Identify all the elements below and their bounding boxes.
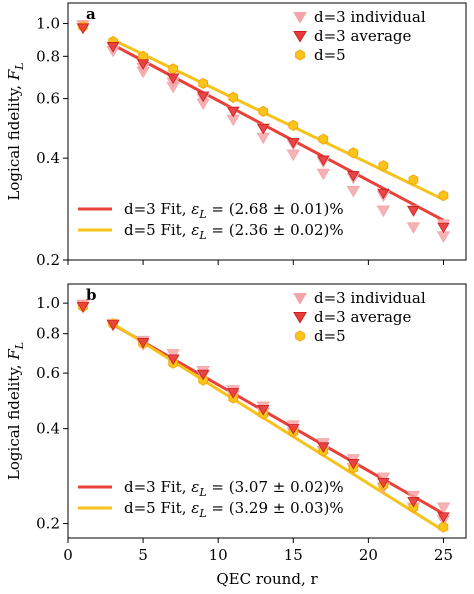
- fit-legend: d=3 Fit, εL = (2.68 ± 0.01)%d=5 Fit, εL …: [78, 200, 344, 242]
- point-d5: [228, 91, 239, 103]
- point-d3-average: [106, 320, 120, 331]
- legend-marker-average: [293, 31, 307, 43]
- panel-label: b: [86, 286, 97, 304]
- point-d5: [438, 521, 449, 533]
- point-d3-individual: [376, 205, 391, 218]
- point-d3-average: [377, 188, 390, 200]
- legend-label-d5: d=5: [314, 327, 346, 345]
- y-axis-label: Logical fidelity, FL: [5, 342, 26, 480]
- axes-frame: [67, 2, 467, 261]
- y-tick-label: 0.8: [36, 47, 60, 65]
- legend-marker-average: [293, 312, 307, 324]
- y-tick-label: 1.0: [36, 294, 60, 312]
- fit-line-d5: [112, 38, 445, 201]
- point-d5: [198, 77, 208, 90]
- point-d3-average: [257, 404, 270, 416]
- point-d3-average: [196, 369, 210, 381]
- y-tick-label: 0.4: [36, 420, 60, 438]
- x-tick-label: 25: [434, 546, 453, 564]
- y-tick-label: 0.4: [36, 149, 60, 167]
- legend-marker-individual: [293, 293, 307, 305]
- panel-label: a: [86, 5, 96, 23]
- point-d5: [348, 147, 359, 159]
- point-d3-average: [377, 477, 390, 489]
- point-d3-individual: [406, 222, 421, 234]
- point-d3-individual: [256, 132, 270, 145]
- fit-legend-label-d5: d=5 Fit, εL = (2.36 ± 0.02)%: [124, 221, 344, 242]
- fit-line-d5: [112, 322, 445, 532]
- point-d3-average: [407, 206, 420, 217]
- point-d3-individual: [346, 186, 361, 198]
- x-tick-label: 20: [359, 546, 378, 564]
- point-d3-average: [347, 459, 360, 470]
- point-d3-individual: [316, 168, 331, 181]
- point-d3-average: [136, 338, 150, 349]
- fit-line-d3: [112, 43, 445, 222]
- fit-legend-label-d5: d=5 Fit, εL = (3.29 ± 0.03)%: [124, 499, 344, 520]
- panel-b: 0.2 0.4 0.6 0.8 1.0 0 5 10 15 20 25 Logical fidelit…: [5, 283, 467, 564]
- point-d5: [288, 119, 299, 131]
- point-d3-average: [106, 42, 120, 53]
- point-d3-average: [287, 137, 300, 149]
- fit-legend-label-d3: d=3 Fit, εL = (2.68 ± 0.01)%: [124, 200, 344, 221]
- point-d3-average: [227, 388, 240, 399]
- point-d5: [408, 174, 419, 186]
- legend-label-average: d=3 average: [314, 308, 411, 326]
- y-axis-label: Logical fidelity, FL: [5, 62, 26, 200]
- fit-legend: d=3 Fit, εL = (3.07 ± 0.02)%d=5 Fit, εL …: [78, 478, 344, 520]
- point-d5: [378, 160, 389, 172]
- point-d3-average: [437, 222, 450, 234]
- y-tick-label: 0.8: [36, 325, 60, 343]
- point-d3-average: [76, 23, 90, 35]
- legend-label-individual: d=3 individual: [314, 8, 426, 26]
- x-tick-label: 10: [209, 546, 228, 564]
- point-d3-individual: [436, 502, 451, 514]
- x-tick-label: 5: [138, 546, 148, 564]
- y-tick-label: 0.2: [36, 251, 60, 269]
- x-tick-label: 0: [63, 546, 73, 564]
- point-d5: [438, 190, 449, 202]
- legend-label-average: d=3 average: [314, 27, 411, 45]
- point-d5: [318, 133, 329, 145]
- axes-frame: [67, 283, 467, 539]
- point-d3-individual: [406, 490, 421, 503]
- point-d3-average: [257, 123, 270, 135]
- fit-legend-label-d3: d=3 Fit, εL = (3.07 ± 0.02)%: [124, 478, 344, 499]
- point-d5: [258, 105, 269, 117]
- y-tick-label: 0.6: [36, 364, 60, 382]
- y-tick-label: 0.2: [36, 515, 60, 533]
- legend-marker-d5: [295, 49, 305, 61]
- point-d3-average: [407, 496, 420, 508]
- point-d5: [168, 63, 178, 75]
- point-d3-average: [317, 442, 330, 453]
- legend-marker-d5: [295, 330, 305, 342]
- legend-label-d5: d=5: [314, 46, 346, 64]
- point-d3-individual: [436, 231, 451, 243]
- point-d3-average: [166, 73, 180, 85]
- point-d3-average: [196, 91, 210, 103]
- panel-a: 0.2 0.4 0.6 0.8 1.0 Logical fidelity, FL a d=3 …: [5, 2, 467, 269]
- point-d3-average: [136, 59, 150, 70]
- point-d3-average: [437, 512, 450, 523]
- y-tick-label: 1.0: [36, 15, 60, 33]
- y-tick-label: 0.6: [36, 90, 60, 108]
- x-tick-label: 15: [284, 546, 303, 564]
- legend-label-individual: d=3 individual: [314, 289, 426, 307]
- point-d3-average: [287, 424, 300, 435]
- point-d3-average: [76, 302, 90, 313]
- legend-marker-individual: [293, 12, 307, 24]
- point-d3-average: [317, 155, 330, 167]
- point-d3-average: [166, 354, 180, 366]
- point-d3-individual: [286, 149, 300, 162]
- x-axis-label: QEC round, r: [216, 570, 318, 588]
- point-d3-average: [347, 171, 360, 182]
- point-d3-average: [227, 106, 240, 118]
